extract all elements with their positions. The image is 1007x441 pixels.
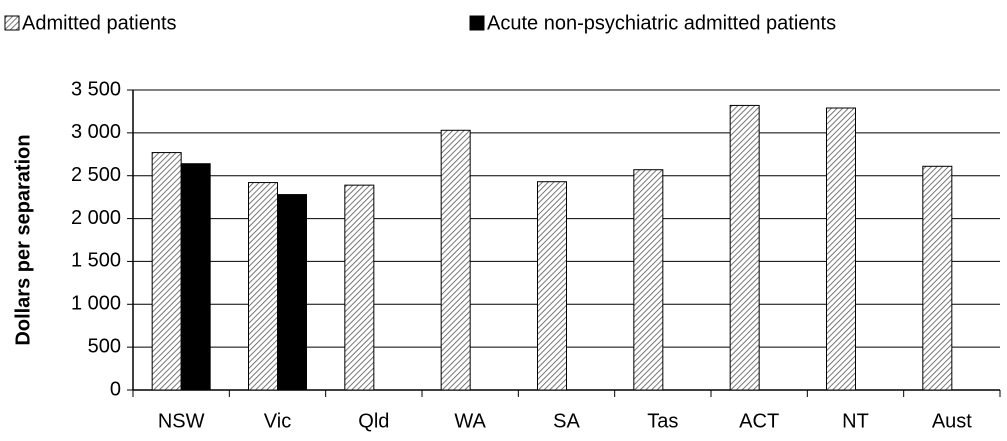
y-tick-label: 3 000 [71, 121, 121, 143]
y-tick-label: 3 500 [71, 78, 121, 100]
bar [151, 152, 182, 391]
bar [440, 129, 471, 391]
x-tick-label: NSW [158, 410, 205, 432]
y-axis-label: Dollars per separation [12, 134, 34, 345]
legend-label: Admitted patients [22, 12, 177, 34]
bar [248, 182, 278, 391]
y-tick-label: 500 [88, 335, 121, 357]
x-tick-label: Tas [647, 410, 678, 432]
y-tick-label: 1 000 [71, 293, 121, 315]
bar [729, 104, 760, 391]
legend-label: Acute non-psychiatric admitted patients [487, 12, 836, 34]
bar [922, 165, 953, 391]
bar [180, 163, 211, 391]
x-tick-label: SA [553, 410, 580, 432]
y-tick-label: 2 500 [71, 164, 121, 186]
bar [277, 194, 307, 391]
x-tick-label: WA [454, 410, 486, 432]
x-tick-label: Vic [264, 410, 291, 432]
y-tick-label: 0 [110, 378, 121, 400]
bar [633, 169, 664, 391]
bar [537, 181, 567, 391]
x-tick-label: ACT [739, 410, 779, 432]
x-tick-label: Qld [358, 410, 389, 432]
bar [826, 107, 856, 391]
legend-swatch [469, 15, 485, 31]
y-tick-label: 2 000 [71, 207, 121, 229]
x-tick-label: NT [842, 410, 869, 432]
legend-swatch [4, 15, 20, 31]
x-tick-label: Aust [932, 410, 972, 432]
y-tick-label: 1 500 [71, 250, 121, 272]
bar [344, 184, 375, 391]
